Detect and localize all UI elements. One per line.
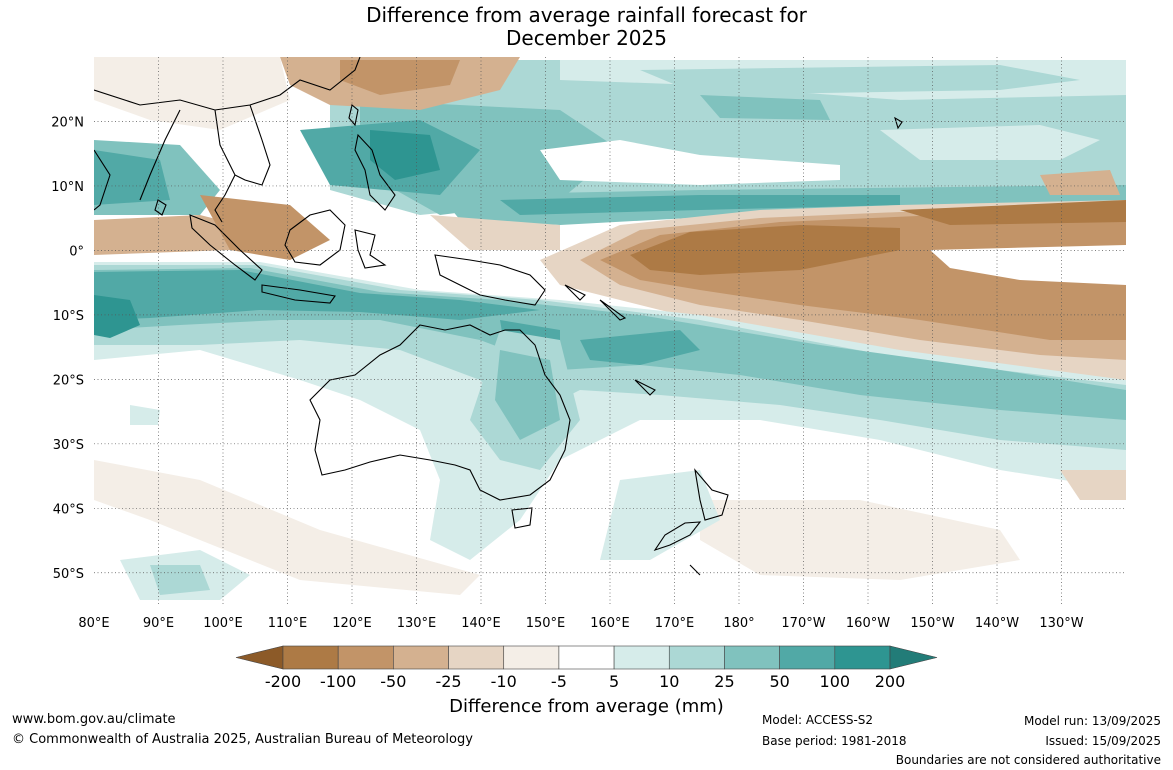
colorbar-tick-label: -200: [265, 672, 301, 691]
issued-date: Issued: 15/09/2025: [1045, 734, 1161, 748]
longitude-label: 110°E: [268, 616, 308, 631]
longitude-label: 130°E: [397, 616, 437, 631]
latitude-label: 40°S: [53, 502, 84, 517]
colorbar-tick-label: -100: [320, 672, 356, 691]
colorbar: -200 -100 -50 -25 -10 -5 5 10 25 50 100 200: [235, 645, 938, 691]
latitude-label: 0°: [69, 244, 84, 259]
longitude-label: 170°E: [655, 616, 695, 631]
longitude-label: 140°E: [461, 616, 501, 631]
colorbar-tick-label: 5: [609, 672, 619, 691]
sulawesi-outline: [354, 229, 387, 269]
latitude-label: 20°N: [51, 115, 84, 130]
graticule: [94, 57, 1126, 605]
longitude-label: 130°W: [1039, 616, 1083, 631]
chart-title: Difference from average rainfall forecas…: [0, 4, 1173, 50]
mainland-asia-outline: [94, 57, 361, 223]
model-name: Model: ACCESS-S2: [762, 713, 874, 727]
website-link[interactable]: www.bom.gov.au/climate: [12, 712, 176, 727]
boundary-disclaimer: Boundaries are not considered authoritat…: [895, 753, 1161, 767]
longitude-label: 180°: [723, 616, 754, 631]
new-guinea-outline: [434, 254, 546, 306]
longitude-label: 100°E: [203, 616, 243, 631]
colorbar-swatch: [503, 645, 560, 670]
longitude-label: 170°W: [781, 616, 825, 631]
title-line-2: December 2025: [506, 26, 667, 50]
colorbar-title: Difference from average (mm): [449, 696, 724, 717]
latitude-labels: 20°N 10°N 0° 10°S 20°S 30°S 40°S 50°S: [51, 115, 84, 581]
latitude-label: 30°S: [53, 438, 84, 453]
colorbar-tick-label: 200: [875, 672, 906, 691]
colorbar-tick-label: -5: [551, 672, 567, 691]
latitude-label: 10°S: [53, 309, 84, 324]
longitude-label: 160°W: [846, 616, 890, 631]
longitude-label: 150°E: [526, 616, 566, 631]
coastlines: [94, 57, 903, 576]
colorbar-swatch: [724, 645, 780, 670]
java-outline: [261, 284, 336, 304]
longitude-label: 120°E: [332, 616, 372, 631]
philippines-outline: [354, 133, 396, 211]
borneo-outline: [284, 209, 346, 266]
colorbar-swatch: [779, 645, 836, 670]
colorbar-swatch: [282, 645, 339, 670]
india-outline: [94, 109, 181, 211]
colorbar-extend-low: [235, 645, 284, 670]
base-period: Base period: 1981-2018: [762, 734, 907, 748]
longitude-label: 150°W: [910, 616, 954, 631]
title-line-1: Difference from average rainfall forecas…: [366, 3, 807, 27]
new-zealand-outline: [653, 468, 729, 552]
tasmania-outline: [511, 507, 533, 529]
longitude-label: 90°E: [143, 616, 174, 631]
colorbar-tick-label: 100: [820, 672, 851, 691]
colorbar-tick-label: -50: [380, 672, 406, 691]
colorbar-swatch: [558, 645, 615, 670]
sumatra-outline: [189, 214, 263, 281]
latitude-label: 10°N: [51, 180, 84, 195]
colorbar-swatch: [448, 645, 505, 670]
longitude-label: 140°W: [975, 616, 1019, 631]
latitude-label: 20°S: [53, 373, 84, 388]
colorbar-swatch: [668, 645, 725, 670]
copyright-text: © Commonwealth of Australia 2025, Austra…: [12, 732, 473, 747]
colorbar-tick-label: 25: [714, 672, 734, 691]
colorbar-swatch: [834, 645, 891, 670]
longitude-label: 80°E: [78, 616, 109, 631]
colorbar-extend-high: [889, 645, 938, 670]
colorbar-swatch: [613, 645, 670, 670]
colorbar-tick-label: -10: [491, 672, 517, 691]
longitude-labels: 80°E 90°E 100°E 110°E 120°E 130°E 140°E 150°E 16…: [78, 616, 1083, 631]
colorbar-tick-label: -25: [435, 672, 461, 691]
colorbar-tick-label: 10: [659, 672, 679, 691]
latitude-label: 50°S: [53, 567, 84, 582]
australia-outline: [309, 324, 571, 501]
colorbar-swatch: [393, 645, 449, 670]
colorbar-swatch: [337, 645, 394, 670]
colorbar-tick-label: 50: [769, 672, 789, 691]
longitude-label: 160°E: [590, 616, 630, 631]
model-run-date: Model run: 13/09/2025: [1023, 714, 1161, 728]
